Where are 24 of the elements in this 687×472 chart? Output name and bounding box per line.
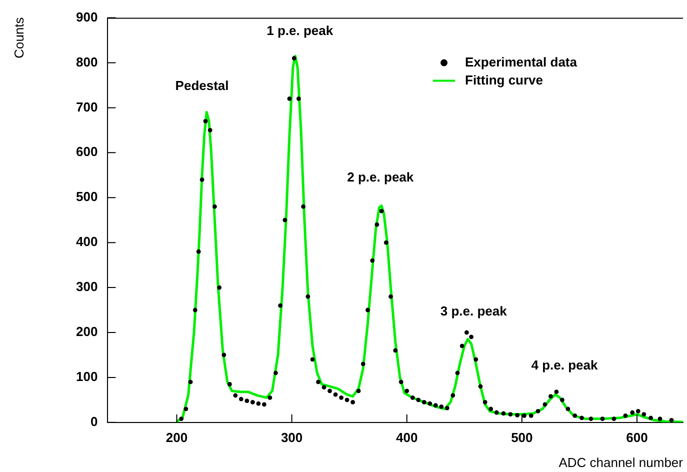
y-tick-label: 500 (76, 189, 98, 204)
y-tick-label: 600 (76, 144, 98, 160)
y-tick-label: 400 (76, 234, 98, 250)
y-tick-label: 900 (76, 9, 98, 24)
y-tick-label: 300 (76, 279, 98, 294)
annotation: 4 p.e. peak (531, 357, 598, 372)
y-tick-label: 800 (76, 54, 98, 70)
x-tick-label: 300 (280, 430, 303, 445)
annotation: 2 p.e. peak (347, 169, 414, 184)
x-tick-label: 400 (396, 430, 418, 445)
x-tick-label: 500 (511, 430, 533, 445)
annotation: 3 p.e. peak (440, 303, 508, 318)
y-axis-title: Counts (12, 16, 27, 58)
x-tick-label: 200 (166, 430, 188, 445)
y-tick-label: 0 (90, 414, 98, 429)
x-tick-label: 600 (626, 430, 648, 445)
y-tick-label: 100 (76, 369, 98, 384)
x-axis-title: ADC channel number (558, 455, 684, 470)
annotation: Pedestal (175, 78, 229, 94)
y-tick-label: 200 (76, 324, 98, 340)
legend-label: Fitting curve (465, 72, 544, 88)
legend-label: Experimental data (465, 54, 578, 70)
annotation: 1 p.e. peak (266, 22, 334, 38)
y-tick-label: 700 (76, 99, 98, 114)
